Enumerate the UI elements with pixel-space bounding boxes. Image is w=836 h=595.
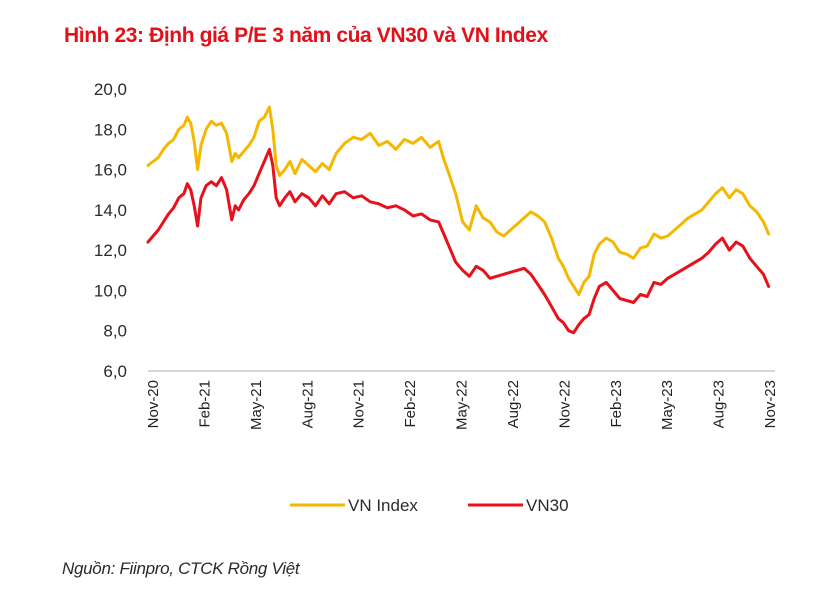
x-tick-label: Feb-22 xyxy=(402,380,419,428)
y-tick-label: 12,0 xyxy=(94,241,127,260)
series-lines xyxy=(146,105,771,335)
x-tick-label: Feb-21 xyxy=(196,380,213,428)
legend-label-vn30: VN30 xyxy=(526,496,569,515)
x-tick-label: Aug-22 xyxy=(505,380,522,428)
y-tick-label: 18,0 xyxy=(94,120,127,139)
x-tick-label: Nov-23 xyxy=(762,380,779,428)
x-tick-label: May-21 xyxy=(248,380,265,430)
y-tick-label: 10,0 xyxy=(94,281,127,300)
x-tick-label: Feb-23 xyxy=(608,380,625,428)
source-note: Nguồn: Fiinpro, CTCK Rồng Việt xyxy=(62,559,300,578)
series-line-vn-index xyxy=(146,105,771,296)
x-tick-label: Nov-20 xyxy=(145,380,162,428)
y-tick-label: 16,0 xyxy=(94,161,127,180)
y-tick-label: 14,0 xyxy=(94,201,127,220)
x-tick-label: Nov-21 xyxy=(351,380,368,428)
chart-title: Hình 23: Định giá P/E 3 năm của VN30 và … xyxy=(64,24,548,47)
series-line-vn30 xyxy=(146,147,771,335)
x-tick-label: May-22 xyxy=(454,380,471,430)
y-tick-label: 6,0 xyxy=(103,362,127,381)
y-tick-label: 20,0 xyxy=(94,80,127,99)
legend: VN Index VN30 xyxy=(290,496,569,515)
x-axis-ticks: Nov-20 Feb-21 May-21 Aug-21 Nov-21 Feb-22 May-… xyxy=(145,380,779,430)
y-tick-label: 8,0 xyxy=(103,322,127,341)
legend-label-vn-index: VN Index xyxy=(348,496,418,515)
x-tick-label: Aug-23 xyxy=(711,380,728,428)
y-axis-ticks: 20,0 18,0 16,0 14,0 12,0 10,0 8,0 6,0 xyxy=(94,80,127,381)
x-tick-label: May-23 xyxy=(659,380,676,430)
x-tick-label: Aug-21 xyxy=(299,380,316,428)
x-tick-label: Nov-22 xyxy=(556,380,573,428)
